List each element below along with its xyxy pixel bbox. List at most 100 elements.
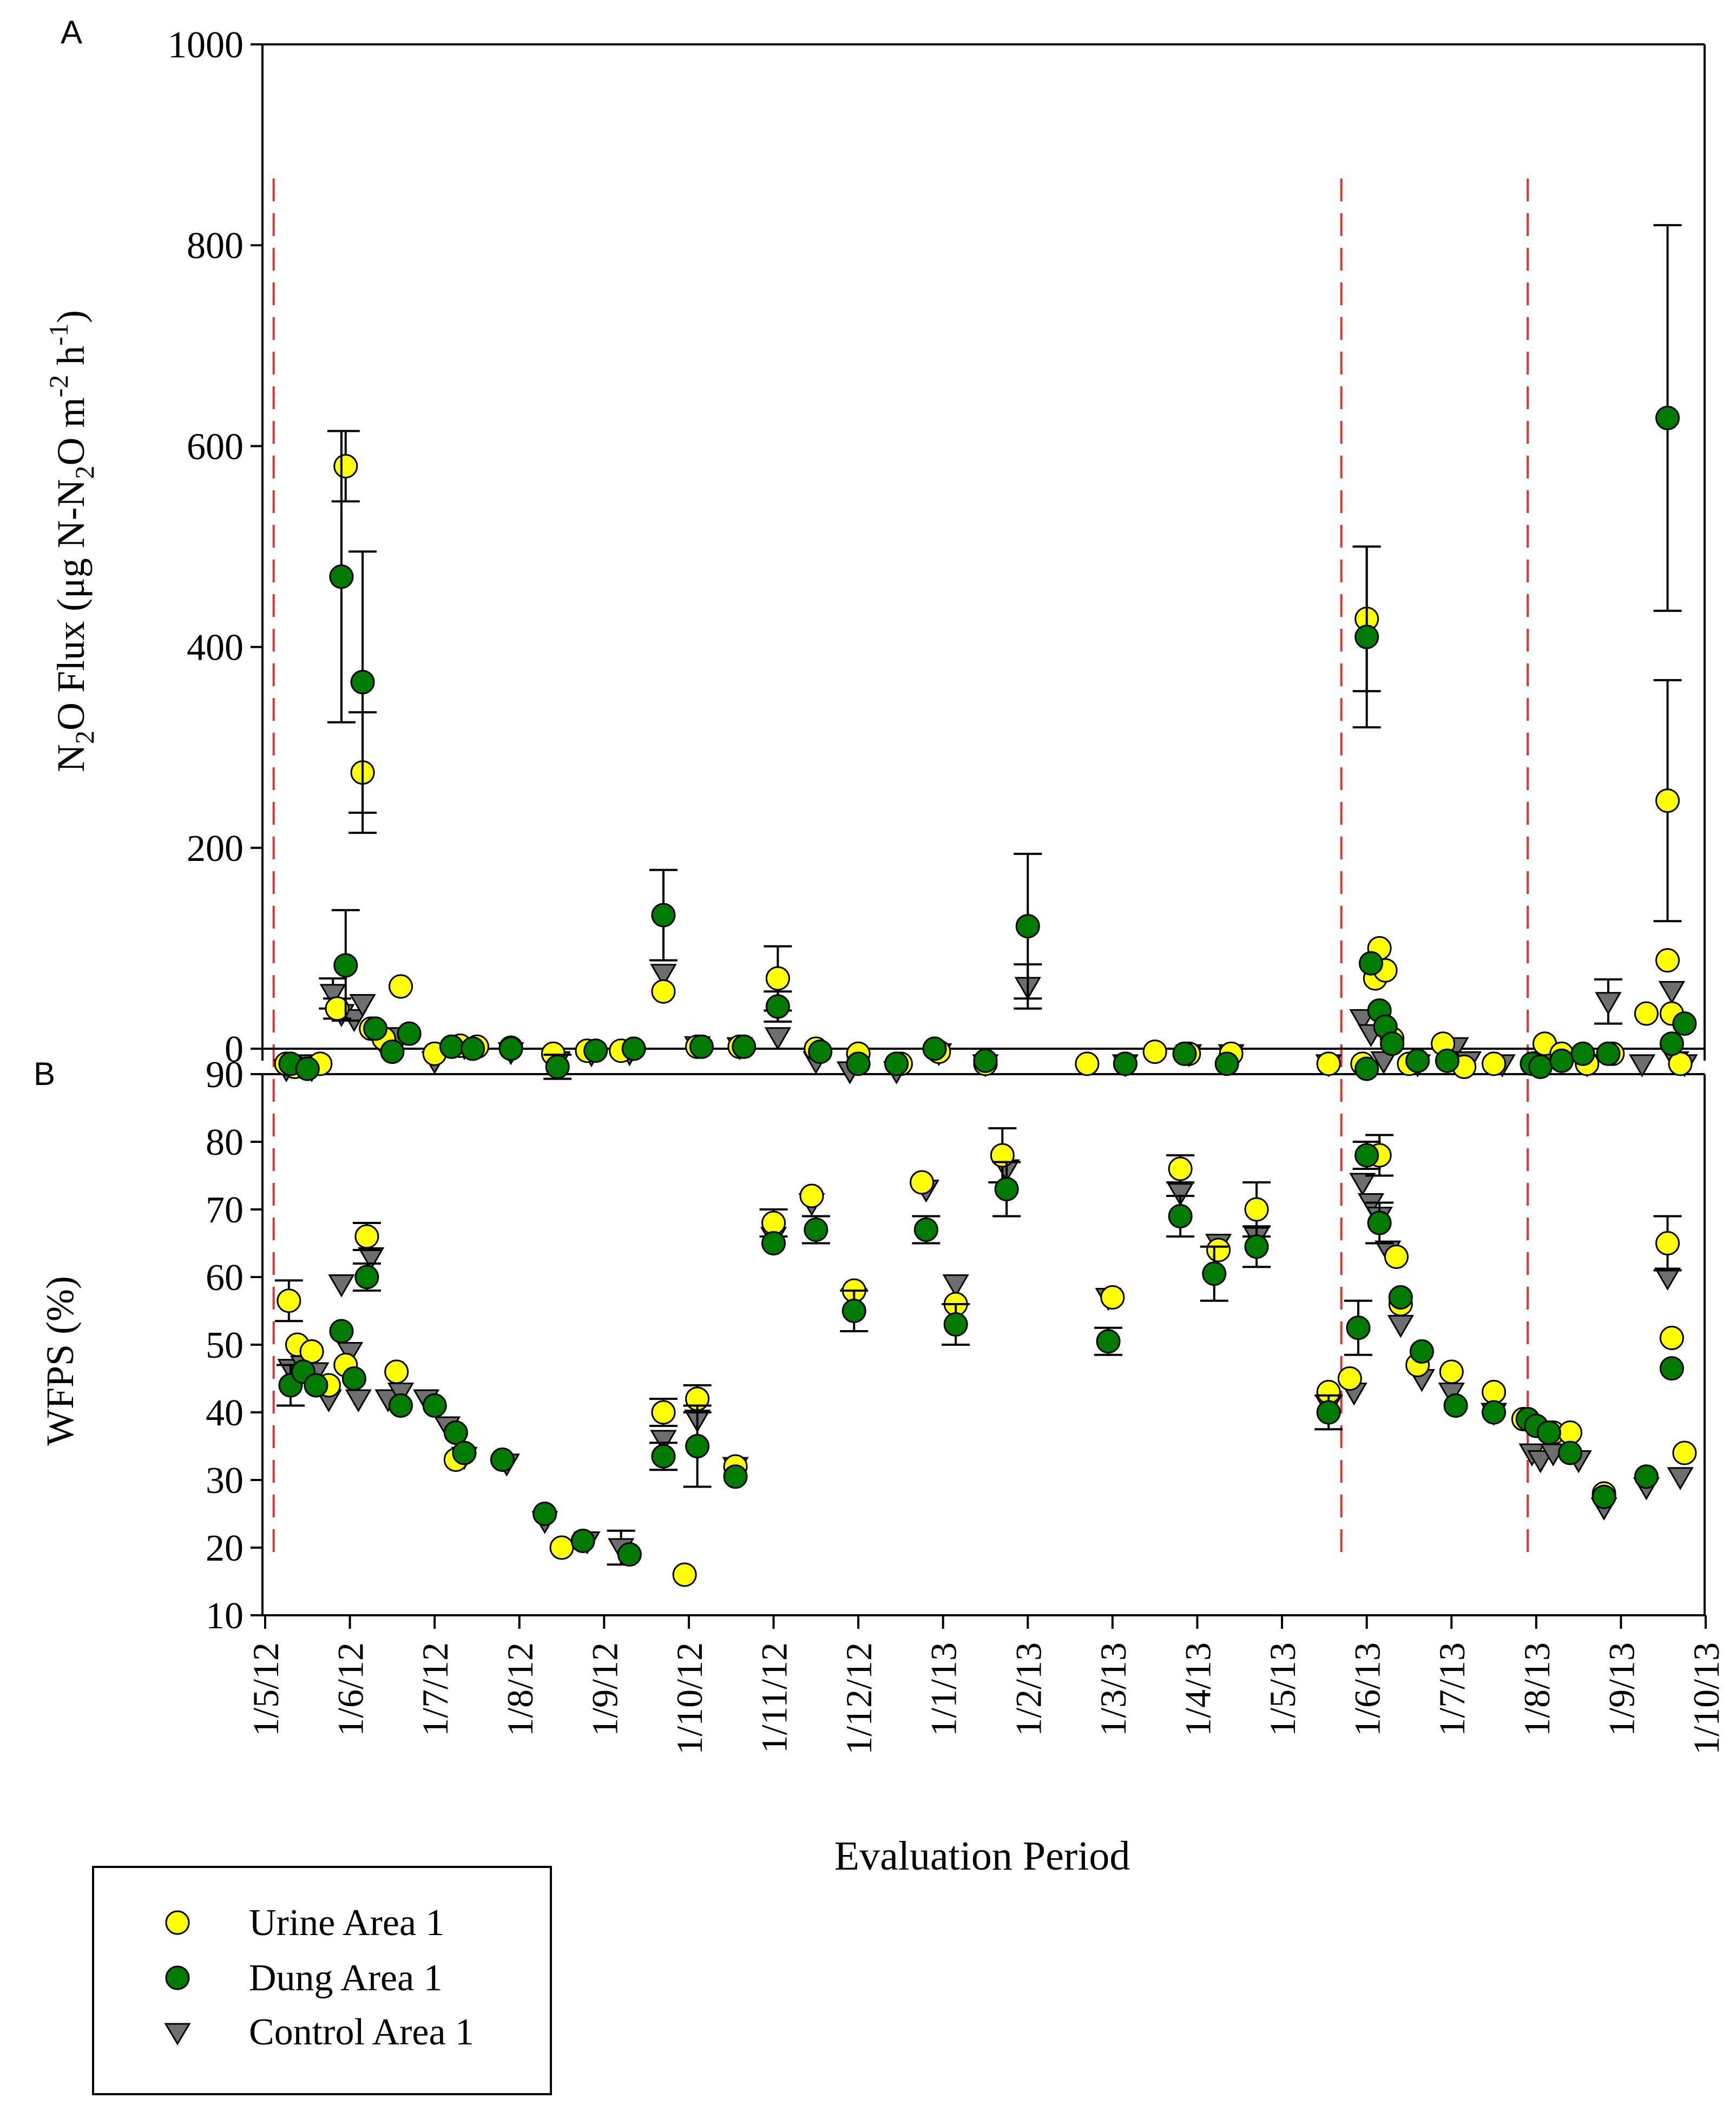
point-dung [1596,1041,1621,1066]
point-dung [397,1021,422,1046]
point-dung [808,1040,833,1064]
point-urine [277,1288,301,1313]
point-dung [1659,1356,1684,1381]
point-dung [761,1231,786,1255]
point-urine [384,1359,409,1384]
point-dung [1435,1048,1459,1073]
point-dung [1557,1440,1582,1465]
point-dung [363,1016,388,1041]
point-dung [545,1054,570,1079]
legend-label-urine: Urine Area 1 [249,1902,445,1944]
panel-b-ytick-label: 50 [206,1325,244,1366]
point-urine [799,1183,824,1208]
point-dung [1172,1041,1197,1066]
point-control [319,984,346,1007]
point-urine [1206,1238,1231,1262]
point-urine [990,1143,1015,1168]
point-dung [651,903,676,927]
point-dung [621,1036,646,1061]
point-urine [549,1535,574,1560]
point-urine [761,1211,786,1235]
point-control [1167,1183,1194,1206]
point-dung [1592,1484,1616,1509]
point-urine [1244,1197,1269,1222]
point-dung [1354,1143,1379,1168]
point-dung [350,670,375,695]
point-dung [354,1265,379,1290]
point-dung [1113,1051,1137,1076]
point-dung [380,1040,405,1064]
ylabel-part-f: O m [49,397,93,465]
point-dung [1316,1400,1341,1425]
point-dung [1096,1329,1121,1354]
point-dung [329,564,354,589]
point-dung [1214,1051,1239,1076]
point-urine [333,454,358,479]
x-tick-label: 1/12/12 [838,1642,879,1755]
panel-b-ytick-label: 20 [206,1528,244,1569]
point-control [1595,992,1622,1015]
x-tick-label: 1/7/12 [415,1642,456,1736]
point-urine [1100,1285,1125,1310]
panel-a-ytick-label: 800 [187,225,244,267]
x-axis-label: Evaluation Period [834,1833,1130,1879]
point-urine [1075,1051,1100,1076]
panel-b-ytick-label: 40 [206,1392,244,1434]
panel-b-ytick-label: 70 [206,1189,244,1231]
x-tick-label: 1/6/12 [330,1642,371,1736]
ylabel-part-c: O Flux ( [49,598,93,731]
point-urine [1439,1359,1464,1384]
ylabel-part-d: μg N-N [49,479,93,598]
point-urine [651,979,676,1004]
point-dung [532,1502,557,1526]
point-dung [1244,1234,1269,1259]
point-dung [1354,1056,1379,1081]
panel-a-ytick-label: 200 [187,828,244,870]
point-dung [913,1218,938,1242]
point-urine [1672,1440,1697,1465]
point-dung [1570,1041,1595,1066]
point-dung [1354,624,1379,649]
point-dung [732,1034,757,1059]
point-urine [1655,1231,1680,1255]
x-tick-label: 1/9/12 [584,1642,625,1736]
point-control [1654,1267,1681,1291]
point-dung [333,953,358,978]
point-urine [1659,1326,1684,1350]
x-tick-label: 1/8/12 [499,1642,541,1736]
point-dung [804,1218,828,1242]
x-tick-label: 1/11/12 [754,1642,795,1753]
point-dung [1202,1261,1227,1286]
point-dung [846,1051,871,1076]
point-dung [570,1529,595,1553]
point-dung [1015,914,1040,939]
point-dung [1536,1420,1561,1445]
point-dung [304,1373,328,1398]
point-dung [1405,1048,1430,1073]
panel-a-ytick-label: 0 [225,1029,244,1070]
point-dung [389,1393,413,1418]
x-tick-label: 1/4/13 [1177,1642,1218,1736]
panel-a-ytick-label: 1000 [168,24,244,66]
point-control [1658,981,1685,1004]
point-dung [943,1312,968,1337]
panel-a-letter: A [61,14,82,50]
x-tick-label: 1/3/13 [1093,1642,1134,1736]
point-urine [354,1224,379,1249]
point-dung [295,1056,320,1081]
point-dung [490,1448,515,1472]
legend: Urine Area 1 Dung Area 1 Control Area 1 [92,1866,552,2095]
ylabel-part-g: -2 [43,375,74,398]
panel-b-ytick-label: 60 [206,1257,244,1299]
point-dung [617,1542,642,1567]
ylabel-part-b: 2 [69,731,100,744]
point-urine [1316,1051,1341,1076]
panel-b-ytick-label: 10 [206,1595,244,1637]
point-dung [439,1034,464,1059]
x-tick-label: 1/7/13 [1431,1642,1472,1736]
point-urine [1384,1245,1409,1269]
point-dung [973,1048,998,1073]
x-tick-label: 1/10/13 [1686,1642,1727,1755]
point-dung [498,1036,523,1061]
